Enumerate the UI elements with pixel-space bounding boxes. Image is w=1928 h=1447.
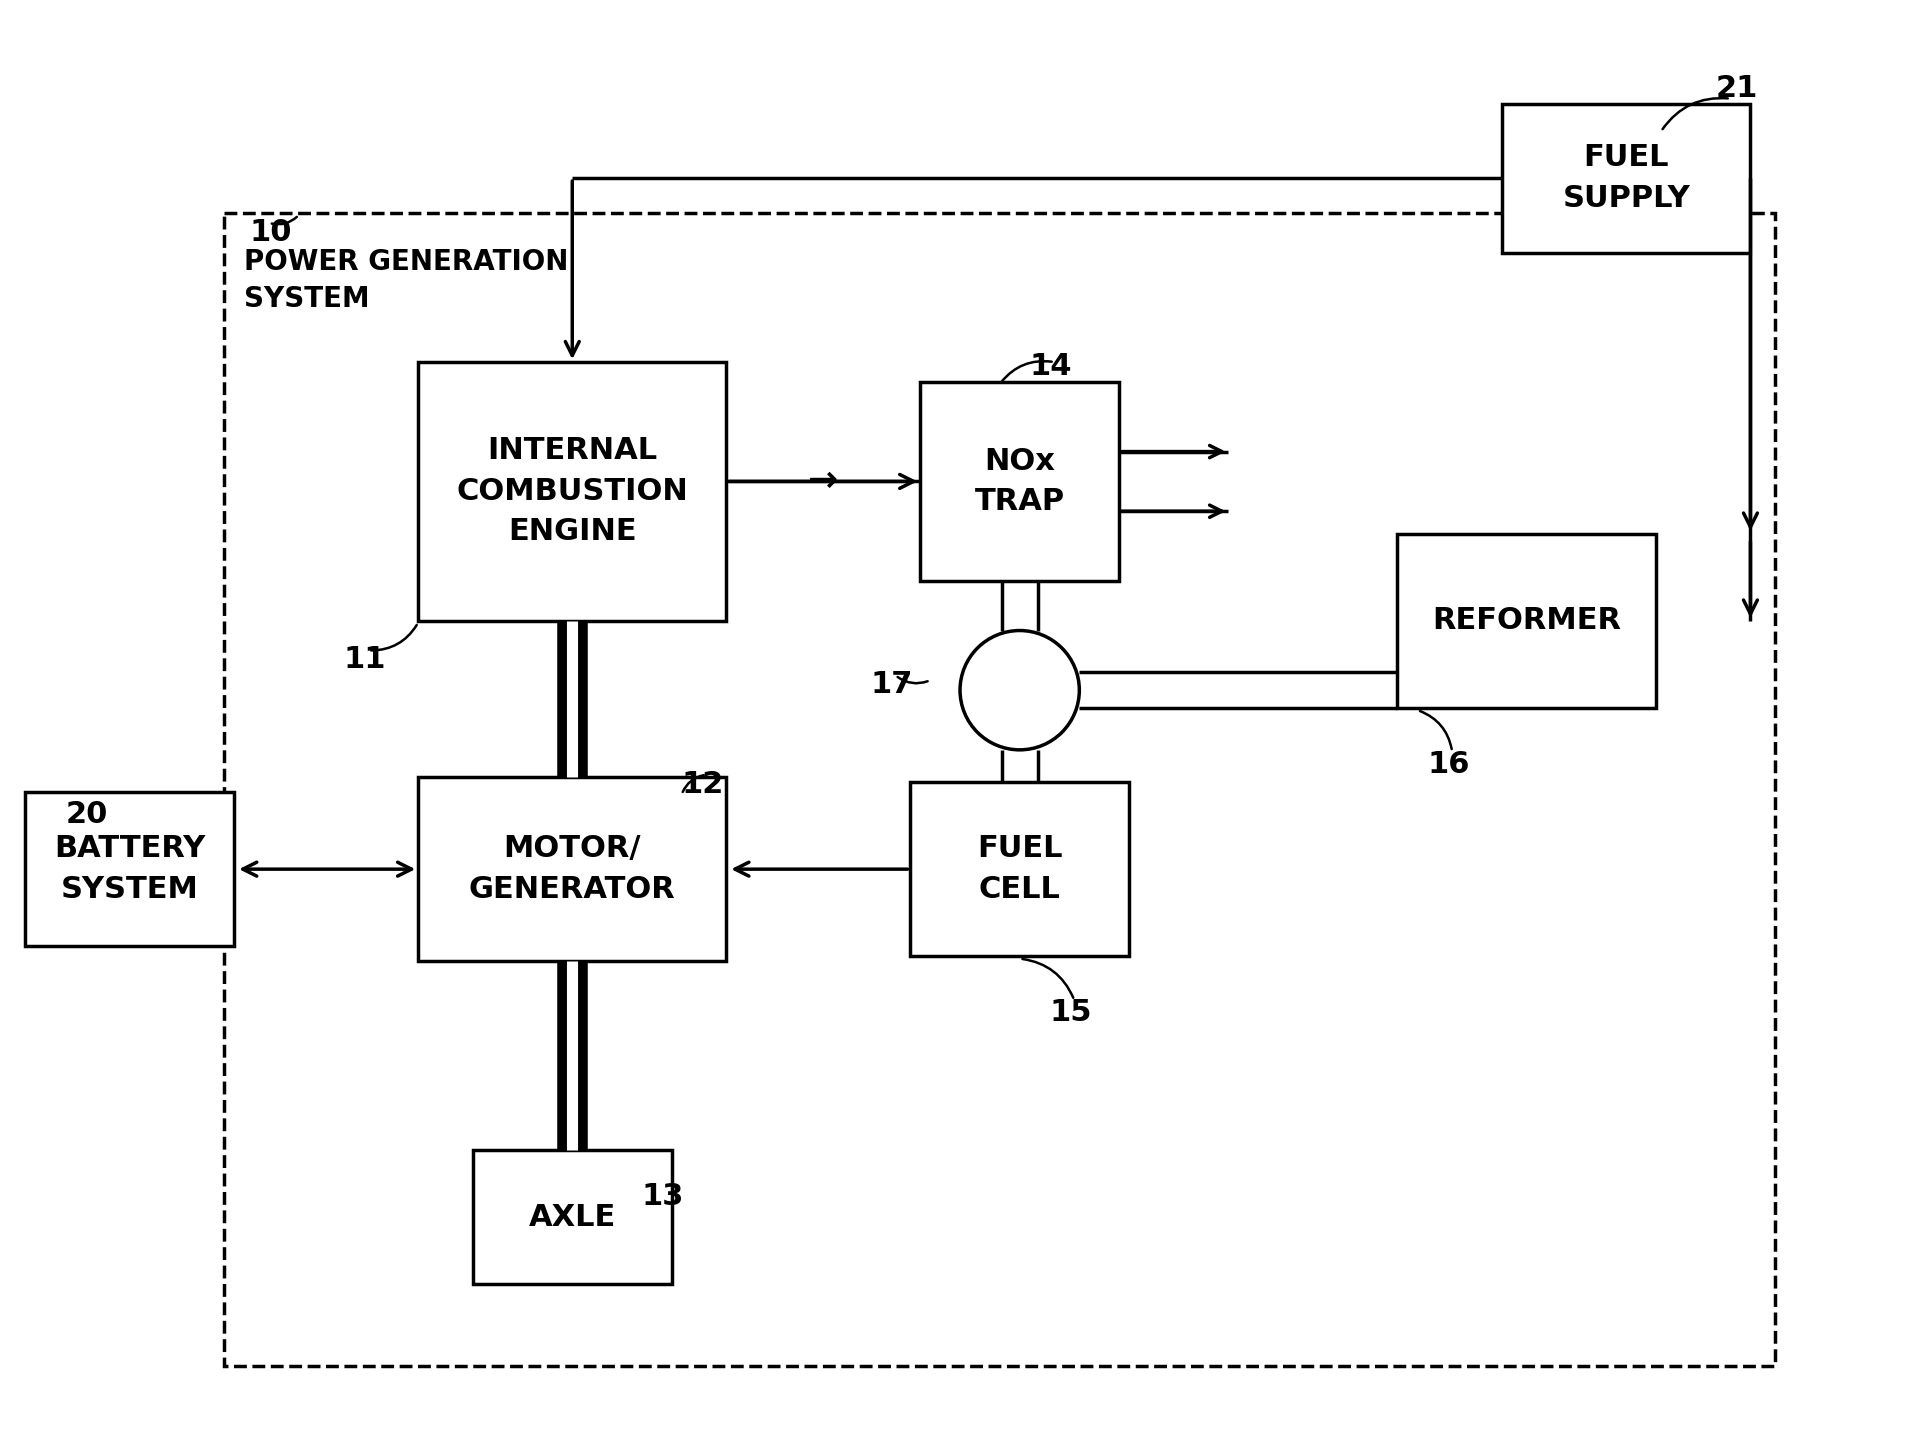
FancyBboxPatch shape [418, 362, 727, 621]
Text: 16: 16 [1427, 750, 1469, 778]
Text: POWER GENERATION
SYSTEM: POWER GENERATION SYSTEM [245, 247, 569, 313]
FancyBboxPatch shape [1502, 104, 1751, 253]
Text: BATTERY
SYSTEM: BATTERY SYSTEM [54, 835, 206, 904]
Text: MOTOR/
GENERATOR: MOTOR/ GENERATOR [469, 835, 675, 904]
Circle shape [960, 631, 1080, 750]
FancyBboxPatch shape [25, 792, 233, 946]
Text: 20: 20 [66, 800, 108, 829]
FancyBboxPatch shape [910, 783, 1130, 956]
Text: AXLE: AXLE [528, 1202, 615, 1231]
Text: 14: 14 [1030, 352, 1072, 381]
FancyBboxPatch shape [418, 777, 727, 961]
FancyBboxPatch shape [472, 1150, 671, 1285]
FancyBboxPatch shape [1398, 534, 1656, 708]
Text: REFORMER: REFORMER [1433, 606, 1621, 635]
Text: NOx
TRAP: NOx TRAP [976, 447, 1064, 517]
Text: 10: 10 [249, 218, 291, 247]
Text: 13: 13 [642, 1182, 684, 1211]
Text: →: → [808, 464, 839, 498]
Text: 11: 11 [343, 645, 386, 674]
FancyBboxPatch shape [920, 382, 1118, 580]
Text: INTERNAL
COMBUSTION
ENGINE: INTERNAL COMBUSTION ENGINE [457, 437, 688, 547]
Text: FUEL
CELL: FUEL CELL [977, 835, 1062, 904]
Text: FUEL
SUPPLY: FUEL SUPPLY [1562, 143, 1691, 213]
Text: 21: 21 [1716, 74, 1758, 103]
Text: 17: 17 [871, 670, 914, 699]
Text: 12: 12 [683, 770, 725, 799]
Text: 15: 15 [1049, 998, 1091, 1027]
